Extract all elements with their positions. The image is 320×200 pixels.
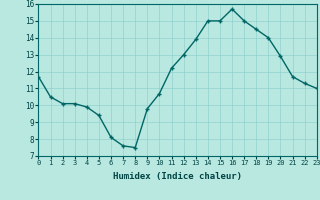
X-axis label: Humidex (Indice chaleur): Humidex (Indice chaleur) — [113, 172, 242, 181]
